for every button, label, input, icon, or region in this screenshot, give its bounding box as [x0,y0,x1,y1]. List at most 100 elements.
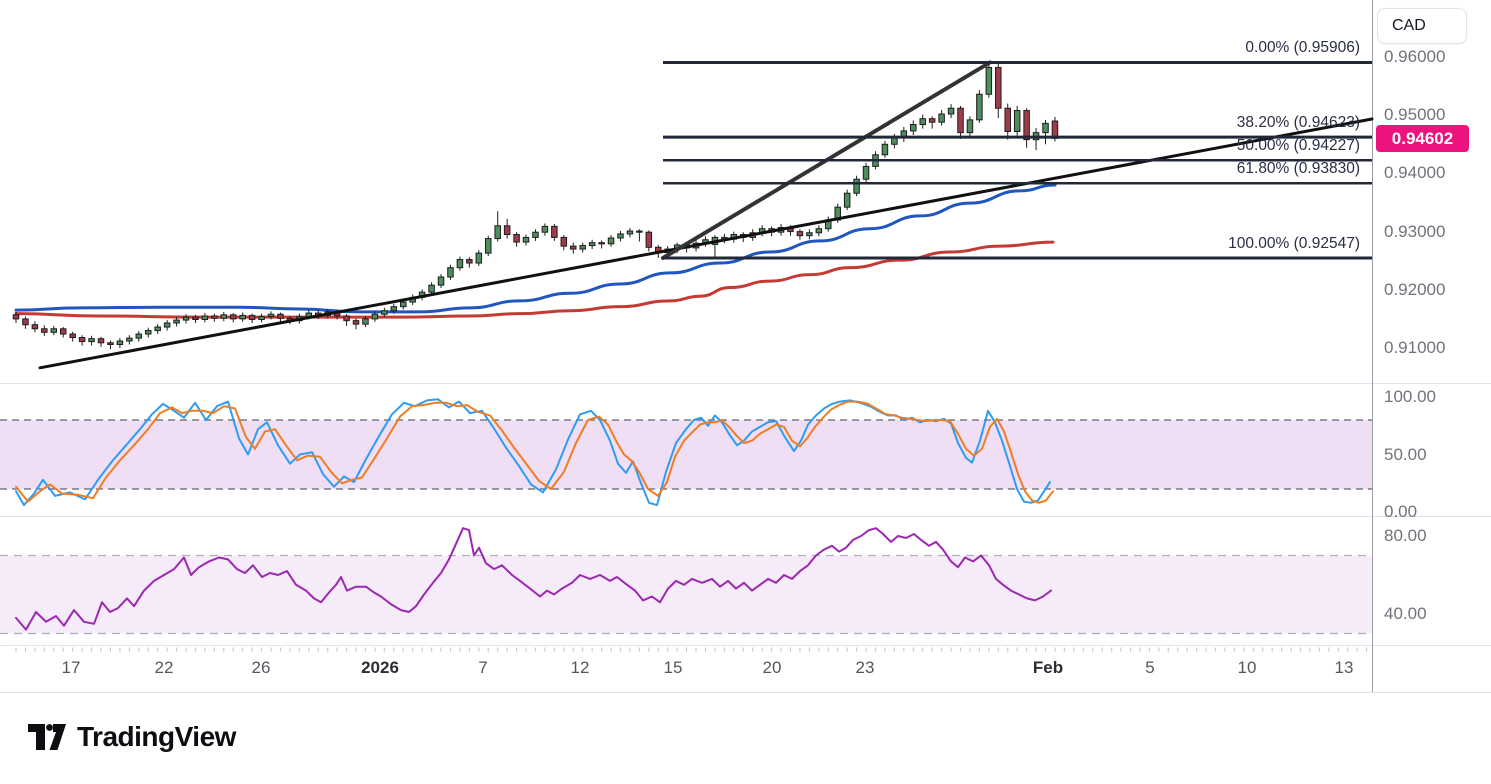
candle-body [447,267,454,278]
candle-body [976,93,983,121]
candle-body [815,228,823,234]
candle-body [928,118,936,123]
stoch-axis-label: 0.00 [1384,502,1418,521]
candle-body [267,313,275,318]
fib-level-label-0: 0.00% (0.95906) [1245,39,1360,57]
candle-body [919,118,926,126]
candle-body [352,320,360,325]
candle-body [853,178,860,194]
time-axis-label-2026: 2026 [361,658,399,677]
tradingview-logo-text: TradingView [77,721,236,752]
candle-body [144,330,152,335]
time-axis-label-Feb: Feb [1032,658,1064,677]
candle-body [1023,110,1030,141]
candle-body [107,342,114,346]
fib-level-label-50: 50.00% (0.94227) [1236,137,1360,155]
currency-label: CAD [1392,17,1426,34]
candle-body [456,259,464,269]
candle-body [50,328,58,333]
candle-body [1042,122,1049,134]
candle-body [513,234,520,243]
candle-body [910,124,917,132]
stoch-k-line [15,398,1051,507]
candle-body [947,107,955,115]
candle-body [126,337,133,342]
candle-body [192,316,199,320]
rsi-axis-label: 80.00 [1384,526,1427,545]
stoch-axis-label: 50.00 [1384,444,1427,464]
time-axis-label-12: 12 [570,658,590,677]
candle-body [541,225,549,233]
tradingview-attribution-link[interactable]: TradingView [28,721,236,753]
candle-body [437,276,445,286]
candle-body [173,319,180,324]
rsi-band [0,555,1372,634]
candle-body [843,192,851,208]
candle-body [466,259,473,264]
candle-body [31,324,39,330]
price-axis-label: 0.91000 [1384,338,1446,357]
candle-body [645,231,653,248]
rsi-line [15,527,1052,631]
candle-body [88,338,95,343]
candle-body [12,314,20,320]
candle-body [626,230,634,235]
candle-body [1004,107,1011,132]
candle-body [239,314,246,320]
time-axis-label-23: 23 [855,658,875,677]
time-axis-label-17: 17 [61,658,81,677]
stoch-axis-label: 100.00 [1384,387,1436,406]
candle-body [579,245,586,250]
candle-body [399,301,407,308]
candle-body [1013,110,1021,132]
candle-body [258,316,265,320]
candle-body [938,113,945,123]
candle-body [570,245,577,250]
candle-body [371,313,379,320]
candle-body [343,315,350,322]
candle-body [362,318,369,325]
stoch-d-line [15,400,1054,504]
candle-body [475,252,483,264]
candle-body [97,338,105,344]
candle-body [560,236,568,247]
price-axis-label: 0.93000 [1384,221,1446,241]
time-axis-label-5: 5 [1145,658,1155,677]
candle-body [796,231,804,237]
candle-body [116,340,124,346]
candle-body [995,66,1002,109]
last-price-badge: 0.94602 [1376,125,1469,152]
currency-toggle-button[interactable]: CAD [1377,8,1467,44]
candle-body [551,225,558,238]
candle-body [806,232,813,237]
time-axis-label-26: 26 [251,658,271,677]
candle-body [163,322,171,328]
time-axis-label-10: 10 [1237,658,1257,677]
candle-body [636,230,643,233]
rsi-axis-label: 40.00 [1384,604,1427,623]
time-axis-label-13: 13 [1334,658,1354,677]
candle-body [22,318,29,326]
price-axis-label: 0.92000 [1384,279,1446,299]
price-axis-label: 0.94000 [1384,163,1446,183]
candle-body [503,225,511,236]
time-axis-label-22: 22 [154,658,174,677]
candle-body [862,165,870,180]
candle-body [957,107,964,134]
candle-body [229,314,237,320]
candle-body [248,314,256,320]
candle-body [69,333,76,339]
candle-body [201,315,209,320]
tradingview-logo-icon [28,724,66,750]
candle-body [154,326,161,332]
candle-body [135,333,143,339]
candle-body [277,313,284,319]
candle-body [211,315,218,319]
time-axis-label-7: 7 [478,658,488,677]
candle-body [966,119,974,134]
price-axis-label: 0.95000 [1384,105,1446,125]
candle-body [59,328,67,335]
candle-body [881,143,889,156]
trendline-long-ascending [38,117,1374,370]
